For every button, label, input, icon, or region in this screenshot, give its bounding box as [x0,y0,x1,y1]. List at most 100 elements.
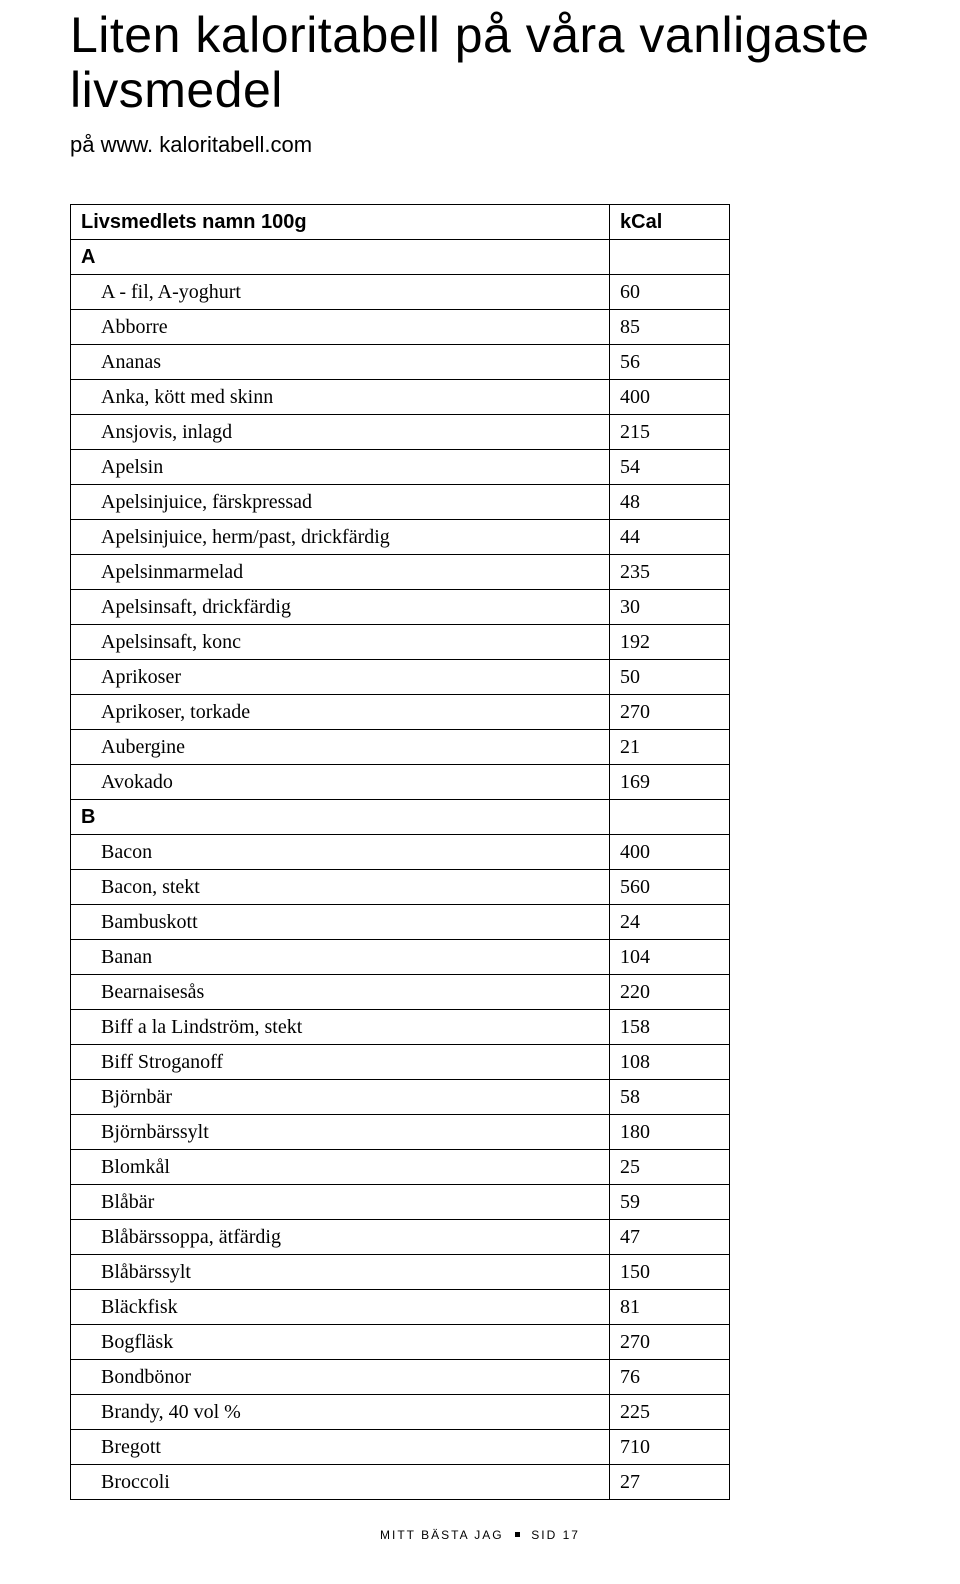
table-row: Bogfläsk270 [71,1325,730,1360]
food-kcal: 54 [610,450,730,485]
table-row: Aubergine21 [71,730,730,765]
food-kcal: 48 [610,485,730,520]
food-kcal: 104 [610,940,730,975]
food-kcal: 60 [610,275,730,310]
table-row: Blåbär59 [71,1185,730,1220]
table-row: Bacon400 [71,835,730,870]
food-kcal: 30 [610,590,730,625]
food-name: Bacon [71,835,610,870]
table-row: Apelsin54 [71,450,730,485]
food-kcal: 235 [610,555,730,590]
food-name: Björnbärssylt [71,1115,610,1150]
table-row: Bacon, stekt560 [71,870,730,905]
table-row: Abborre85 [71,310,730,345]
food-kcal: 180 [610,1115,730,1150]
calorie-table: Livsmedlets namn 100g kCal AA - fil, A-y… [70,204,730,1500]
table-row: Blåbärssylt150 [71,1255,730,1290]
food-kcal: 400 [610,835,730,870]
table-row: Aprikoser, torkade270 [71,695,730,730]
table-row: Biff a la Lindström, stekt158 [71,1010,730,1045]
header-kcal: kCal [610,205,730,240]
food-kcal: 21 [610,730,730,765]
food-name: Bläckfisk [71,1290,610,1325]
section-row: A [71,240,730,275]
table-row: Anka, kött med skinn400 [71,380,730,415]
footer-separator-icon [515,1532,520,1537]
food-name: Apelsin [71,450,610,485]
table-row: Broccoli27 [71,1465,730,1500]
food-name: Abborre [71,310,610,345]
food-kcal: 81 [610,1290,730,1325]
food-name: Aubergine [71,730,610,765]
section-empty [610,800,730,835]
food-name: Aprikoser [71,660,610,695]
table-row: Apelsinjuice, herm/past, drickfärdig44 [71,520,730,555]
table-row: Bearnaisesås220 [71,975,730,1010]
food-name: Blåbär [71,1185,610,1220]
food-name: Ansjovis, inlagd [71,415,610,450]
food-kcal: 169 [610,765,730,800]
food-name: Apelsinsaft, drickfärdig [71,590,610,625]
page-subtitle: på www. kaloritabell.com [70,132,900,158]
table-row: Blåbärssoppa, ätfärdig47 [71,1220,730,1255]
food-kcal: 56 [610,345,730,380]
table-row: Bläckfisk81 [71,1290,730,1325]
table-row: Apelsinsaft, drickfärdig30 [71,590,730,625]
food-name: Banan [71,940,610,975]
food-name: Bogfläsk [71,1325,610,1360]
table-row: Bambuskott24 [71,905,730,940]
food-kcal: 560 [610,870,730,905]
food-kcal: 192 [610,625,730,660]
food-kcal: 158 [610,1010,730,1045]
food-kcal: 47 [610,1220,730,1255]
table-row: Banan104 [71,940,730,975]
food-kcal: 44 [610,520,730,555]
food-name: Bregott [71,1430,610,1465]
food-name: Blåbärssylt [71,1255,610,1290]
food-name: Aprikoser, torkade [71,695,610,730]
food-name: Bambuskott [71,905,610,940]
food-name: Bondbönor [71,1360,610,1395]
section-row: B [71,800,730,835]
food-kcal: 24 [610,905,730,940]
food-name: Apelsinsaft, konc [71,625,610,660]
food-name: Broccoli [71,1465,610,1500]
food-kcal: 59 [610,1185,730,1220]
food-kcal: 225 [610,1395,730,1430]
table-row: Ansjovis, inlagd215 [71,415,730,450]
food-kcal: 215 [610,415,730,450]
table-row: Apelsinjuice, färskpressad48 [71,485,730,520]
food-name: Avokado [71,765,610,800]
food-name: A - fil, A-yoghurt [71,275,610,310]
footer-right: SID 17 [531,1528,580,1542]
food-name: Apelsinjuice, herm/past, drickfärdig [71,520,610,555]
footer-left: MITT BÄSTA JAG [380,1528,504,1542]
section-letter: A [71,240,610,275]
food-name: Biff Stroganoff [71,1045,610,1080]
food-kcal: 270 [610,695,730,730]
food-name: Bearnaisesås [71,975,610,1010]
table-row: Bregott710 [71,1430,730,1465]
page-footer: MITT BÄSTA JAG SID 17 [0,1528,960,1542]
food-name: Biff a la Lindström, stekt [71,1010,610,1045]
page: Liten kaloritabell på våra vanligaste li… [0,0,960,1584]
table-row: Blomkål25 [71,1150,730,1185]
table-row: Avokado169 [71,765,730,800]
food-name: Anka, kött med skinn [71,380,610,415]
food-kcal: 270 [610,1325,730,1360]
food-name: Bacon, stekt [71,870,610,905]
food-name: Blomkål [71,1150,610,1185]
section-empty [610,240,730,275]
table-row: Ananas56 [71,345,730,380]
section-letter: B [71,800,610,835]
food-name: Brandy, 40 vol % [71,1395,610,1430]
table-row: Björnbär58 [71,1080,730,1115]
food-kcal: 710 [610,1430,730,1465]
food-kcal: 58 [610,1080,730,1115]
table-row: A - fil, A-yoghurt60 [71,275,730,310]
food-kcal: 108 [610,1045,730,1080]
table-row: Bondbönor76 [71,1360,730,1395]
food-name: Blåbärssoppa, ätfärdig [71,1220,610,1255]
table-header-row: Livsmedlets namn 100g kCal [71,205,730,240]
table-row: Apelsinmarmelad235 [71,555,730,590]
